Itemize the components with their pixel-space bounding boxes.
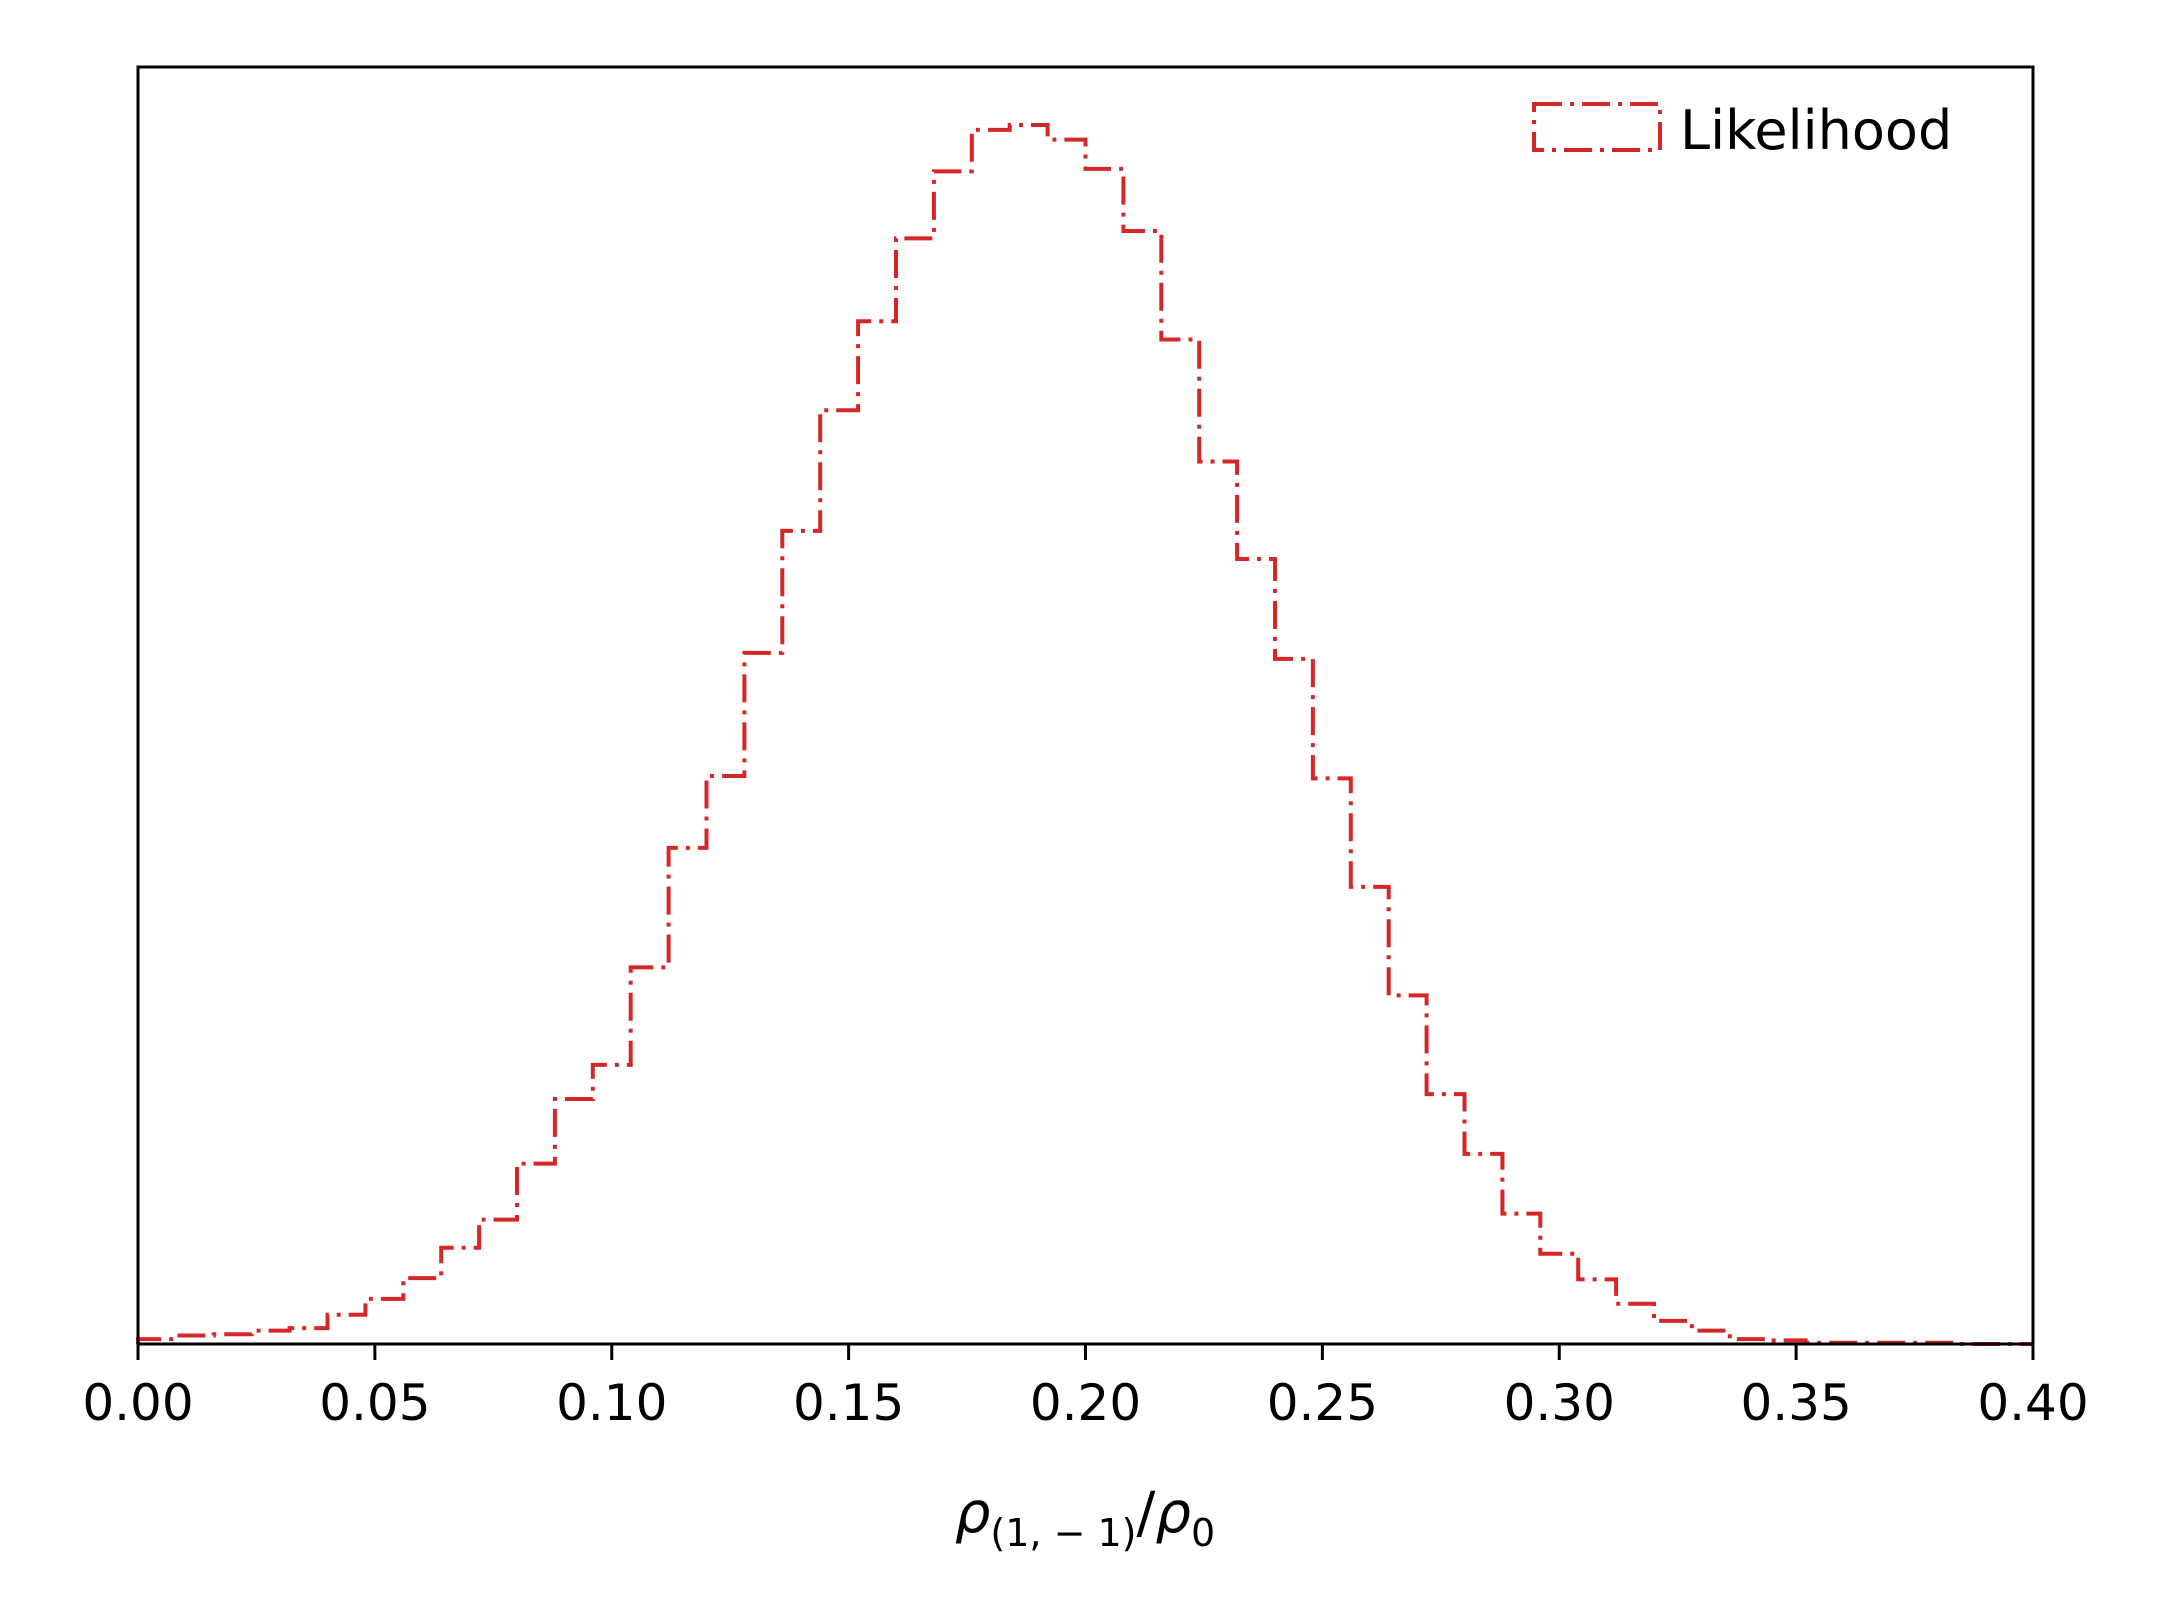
x-tick-label: 0.00 — [82, 1374, 193, 1432]
x-tick-label: 0.40 — [1977, 1374, 2088, 1432]
series-likelihood-outline — [136, 123, 2033, 1346]
x-axis-label: ρ(1, − 1)/ρ0 — [955, 1481, 1215, 1555]
x-tick-label: 0.15 — [793, 1374, 904, 1432]
x-tick-label: 0.25 — [1267, 1374, 1378, 1432]
legend-handle — [1532, 102, 1662, 152]
x-axis-ticks: 0.00 0.05 0.10 0.15 0.20 0.25 0.30 0.35 0.40 — [82, 1344, 2089, 1432]
x-tick-label: 0.35 — [1740, 1374, 1851, 1432]
histogram-series — [136, 123, 2033, 1346]
x-tick-label: 0.20 — [1030, 1374, 1141, 1432]
plot-frame — [136, 65, 2035, 1346]
x-tick-label: 0.05 — [319, 1374, 430, 1432]
legend-label-likelihood: Likelihood — [1680, 99, 1952, 162]
x-tick-label: 0.10 — [556, 1374, 667, 1432]
legend: Likelihood — [1532, 99, 1952, 162]
x-tick-label: 0.30 — [1504, 1374, 1615, 1432]
